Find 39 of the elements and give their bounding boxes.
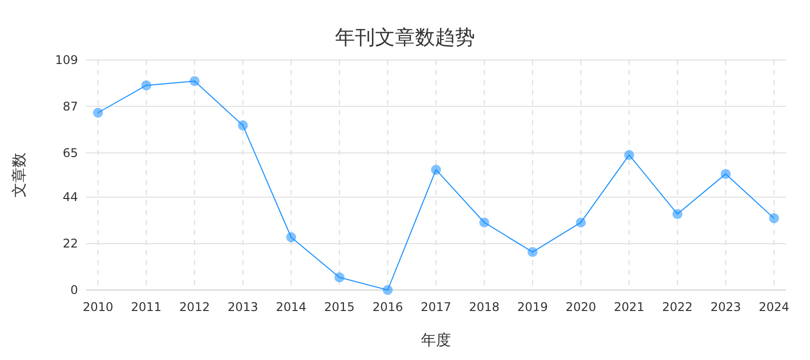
point [576,217,586,228]
x-tick-label: 2019 [517,300,548,314]
x-axis-title: 年度 [421,331,451,349]
point [720,168,731,179]
x-tick-label: 2012 [179,300,210,314]
x-tick-label: 2022 [662,300,693,314]
point [141,80,152,90]
x-tick-label: 2024 [758,300,790,314]
point [286,232,296,242]
x-tick-label: 2020 [566,300,596,314]
point [190,76,200,86]
y-tick-label: 65 [62,146,78,160]
point [431,164,441,175]
x-tick-label: 2017 [420,300,452,314]
x-tick-label: 2010 [82,300,114,314]
x-tick-label: 2021 [614,300,644,314]
point [382,285,393,295]
point [334,272,344,282]
x-tick-label: 2013 [228,300,258,314]
y-tick-label: 109 [55,53,78,67]
x-tick-label: 2015 [324,300,355,314]
y-axis-title: 文章数 [10,152,28,198]
point [672,209,682,220]
y-tick-label: 87 [62,99,78,114]
chart-title: 年刊文章数趋势 [335,25,475,49]
point [624,150,634,160]
x-tick-label: 2011 [131,300,162,314]
point [479,217,490,228]
y-tick-label: 44 [62,190,78,204]
x-tick-label: 2014 [276,300,306,314]
point [528,247,538,258]
y-tick-label: 0 [70,283,78,297]
x-tick-label: 2018 [469,300,500,314]
y-tick-label: 22 [62,236,78,251]
point [93,108,103,118]
x-tick-label: 2023 [710,300,741,314]
x-tick-label: 2016 [372,300,403,314]
point [769,213,779,224]
point [238,120,248,130]
